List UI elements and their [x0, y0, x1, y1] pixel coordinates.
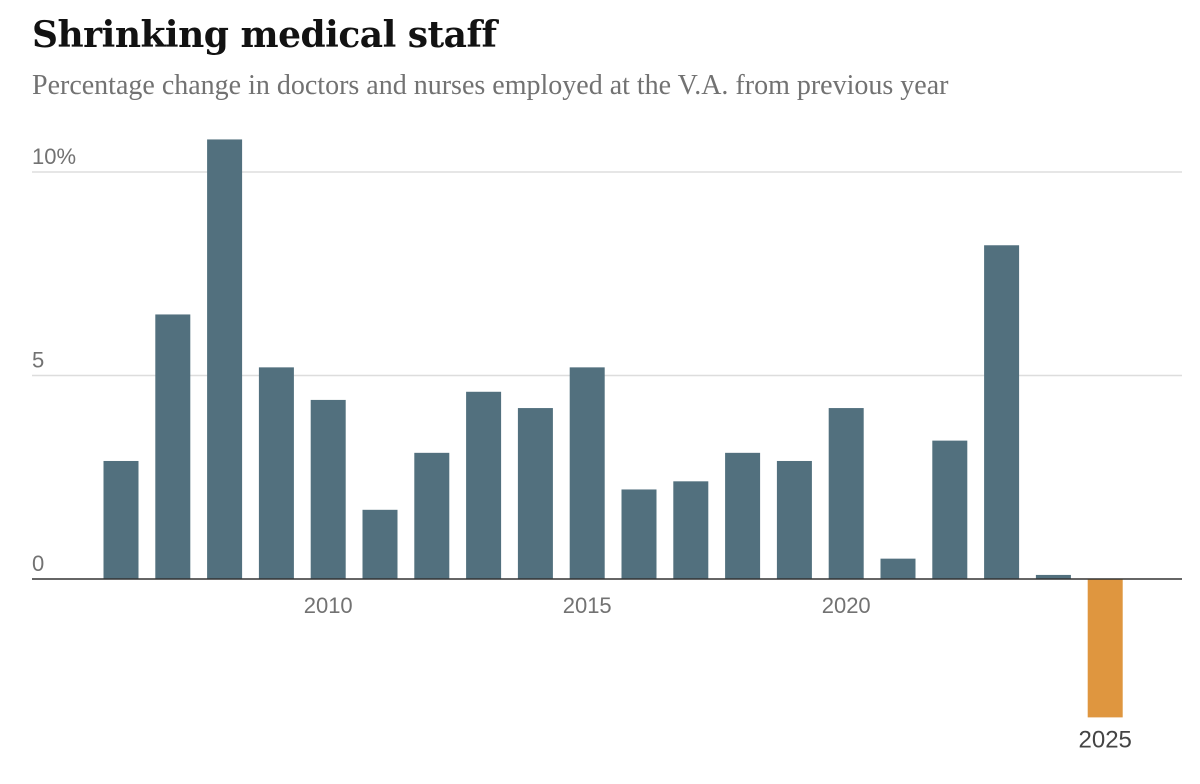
chart-subtitle: Percentage change in doctors and nurses …	[32, 70, 949, 101]
bar-2009	[258, 367, 294, 579]
bar-2021	[880, 558, 916, 579]
bar-2016	[621, 489, 657, 579]
x-tick-label: 2020	[822, 593, 871, 618]
bar-2023	[984, 245, 1020, 579]
bar-2015	[569, 367, 605, 579]
bar-2025	[1087, 579, 1123, 718]
x-axis-labels: 2010 2015 2020 2025	[304, 593, 1132, 753]
bar-2022	[932, 440, 968, 579]
bar-2019	[776, 460, 812, 579]
bar-2010	[310, 399, 346, 579]
bar-2024	[1035, 574, 1071, 579]
bar-2014	[517, 408, 553, 579]
bar-2017	[673, 481, 709, 579]
y-axis-labels: 10% 5 0	[32, 144, 76, 576]
y-tick-label: 10%	[32, 144, 76, 169]
x-tick-label: 2015	[563, 593, 612, 618]
chart-title: Shrinking medical staff	[32, 14, 497, 56]
y-tick-label: 5	[32, 348, 44, 373]
bar-2011	[362, 509, 398, 579]
bars	[103, 139, 1123, 718]
bar-2008	[207, 139, 243, 579]
bar-2018	[725, 452, 761, 579]
y-tick-label: 0	[32, 551, 44, 576]
highlight-year-label: 2025	[1079, 726, 1132, 753]
bar-2007	[155, 314, 191, 579]
bar-2006	[103, 460, 139, 579]
bar-2020	[828, 408, 864, 579]
bar-2013	[466, 391, 502, 579]
bar-2012	[414, 452, 450, 579]
x-tick-label: 2010	[304, 593, 353, 618]
